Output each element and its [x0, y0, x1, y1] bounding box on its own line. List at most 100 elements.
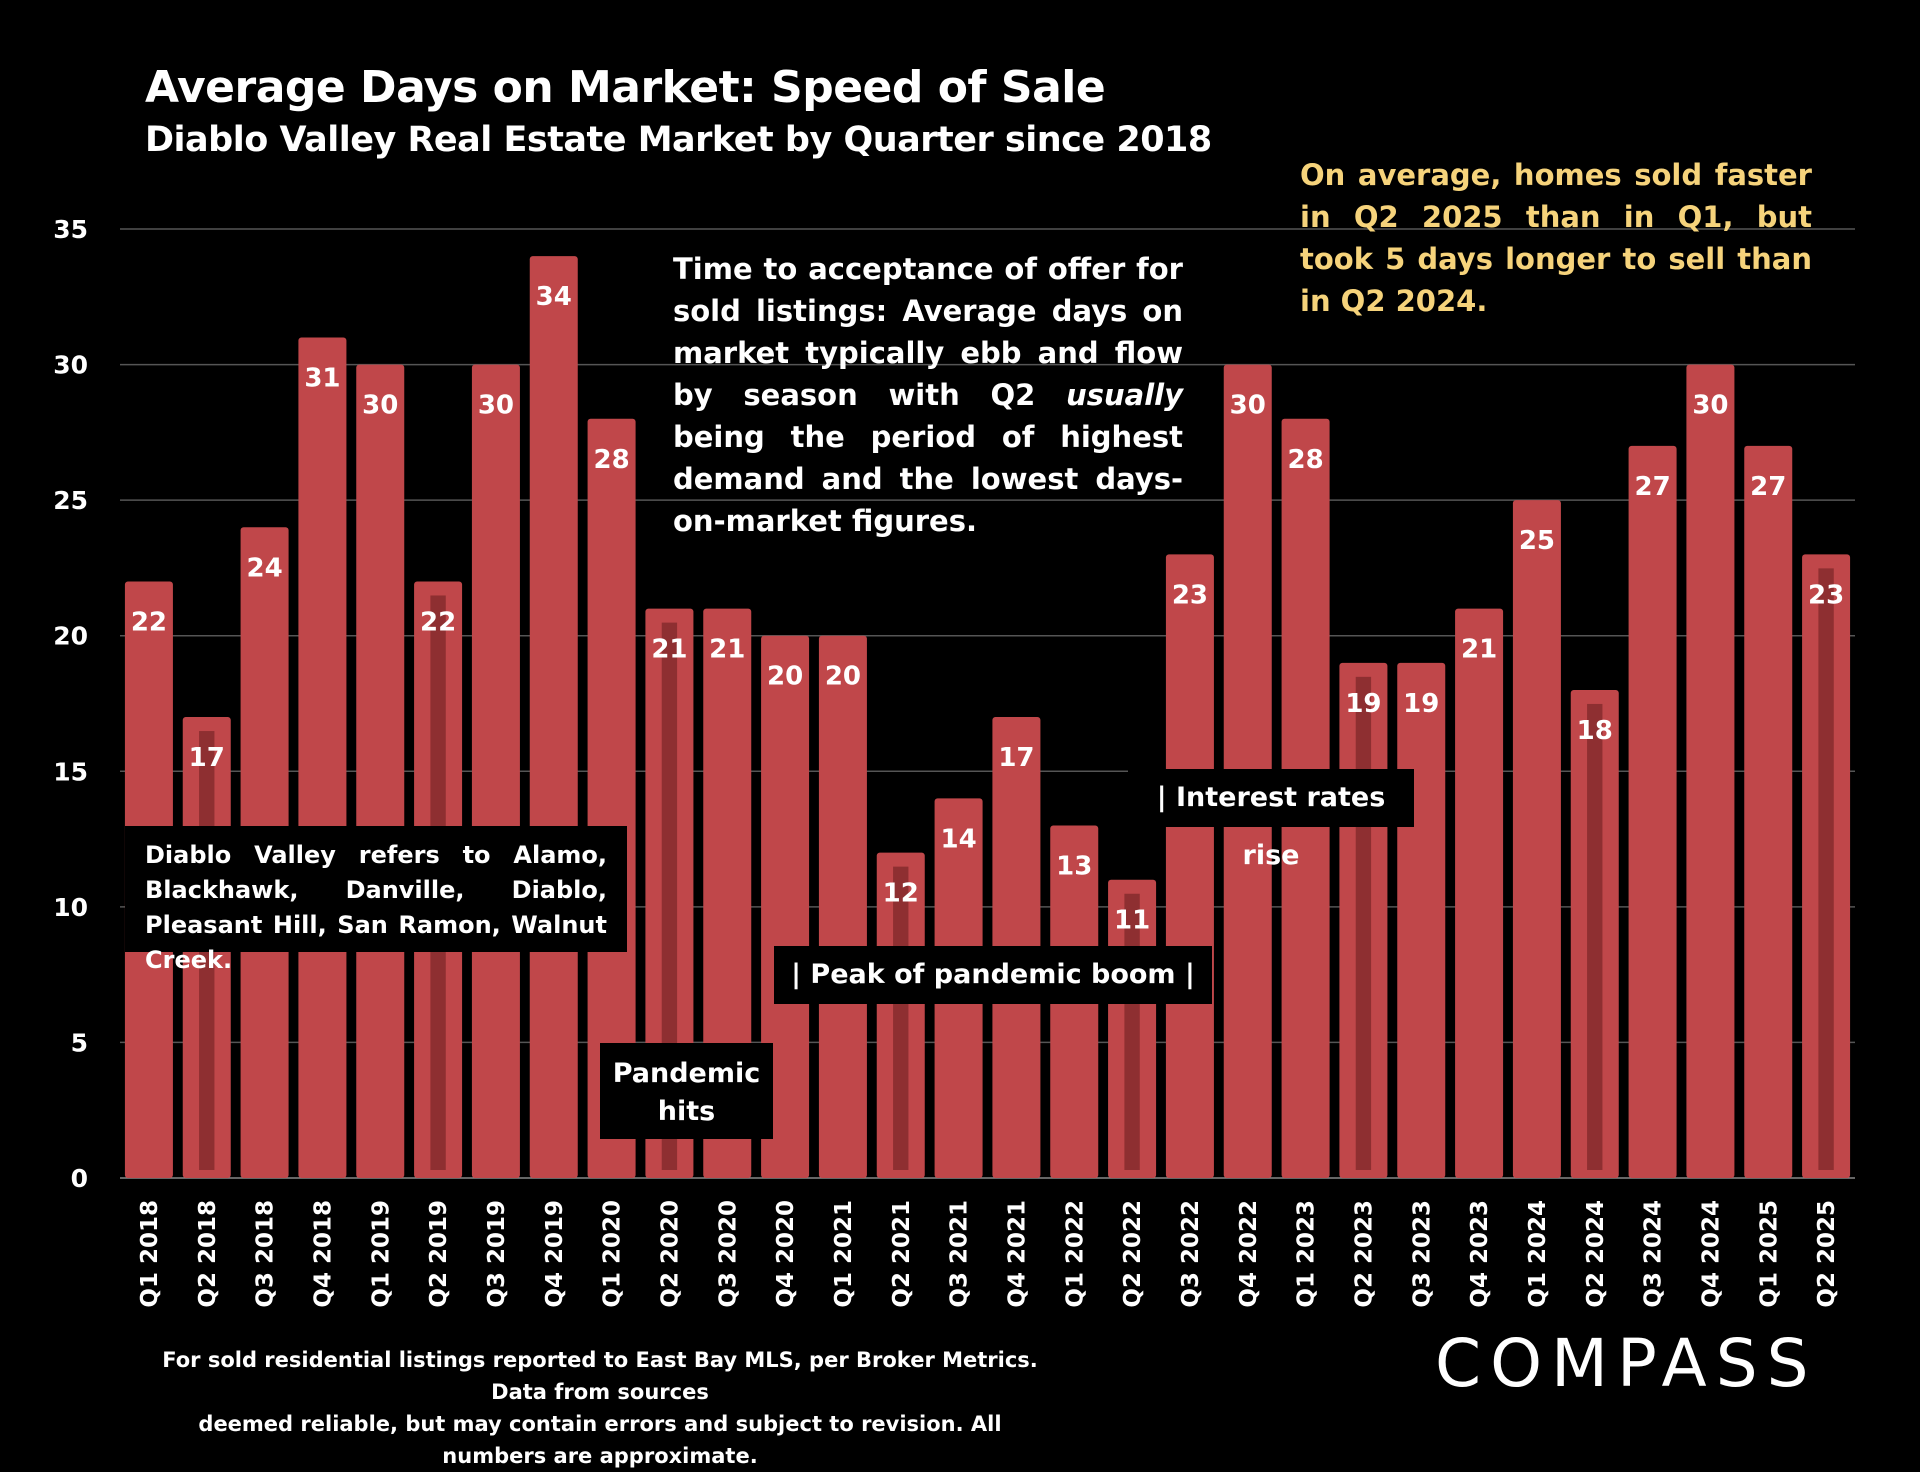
data-label: 19 — [1403, 689, 1439, 719]
data-label: 14 — [940, 824, 976, 854]
data-label: 24 — [246, 553, 282, 583]
x-tick-label: Q1 2018 — [137, 1200, 163, 1308]
x-tick-label: Q2 2024 — [1583, 1200, 1609, 1308]
highlight-callout: On average, homes sold faster in Q2 2025… — [1300, 158, 1812, 318]
bar — [1397, 662, 1446, 1178]
x-axis-ticks: Q1 2018 Q2 2018 Q3 2018 Q4 2018 Q1 2019 Q2 20… — [137, 1200, 1840, 1308]
x-tick-label: Q3 2020 — [715, 1200, 741, 1308]
data-label: 11 — [1114, 906, 1150, 936]
data-label: 31 — [304, 363, 340, 393]
data-label: 22 — [131, 607, 167, 637]
x-tick-label: Q4 2022 — [1236, 1200, 1262, 1308]
note-text-end: being the period of highest demand and t… — [673, 420, 1183, 538]
y-tick-label: 30 — [53, 351, 88, 380]
y-tick-label: 10 — [53, 893, 88, 922]
compass-logo: COMPASS — [1435, 1325, 1818, 1402]
y-tick-label: 25 — [53, 486, 88, 515]
interest-rates-callout: | Interest rates rise — [1128, 769, 1414, 871]
y-axis-ticks: 0 5 10 15 20 25 30 35 — [53, 215, 88, 1193]
bar — [1455, 608, 1504, 1178]
x-tick-label: Q1 2023 — [1294, 1200, 1320, 1308]
data-label: 25 — [1519, 526, 1555, 556]
data-label: 30 — [1692, 391, 1728, 421]
x-tick-label: Q1 2021 — [831, 1200, 857, 1308]
bar-chart: 22 17 24 31 30 22 30 34 28 21 21 20 20 12 14 17 13 11 23 30… — [53, 215, 1855, 1308]
bar — [471, 364, 520, 1179]
data-labels: 22 17 24 31 30 22 30 34 28 21 21 20 20 12 14 17 13 11 23 30… — [131, 282, 1844, 936]
bar — [703, 608, 752, 1178]
bar — [818, 635, 867, 1178]
q2-highlight-stripe — [893, 866, 909, 1170]
x-tick-label: Q1 2020 — [600, 1200, 626, 1308]
q2-highlight-stripe — [1355, 676, 1372, 1170]
x-tick-label: Q2 2021 — [889, 1200, 915, 1308]
bar — [1744, 445, 1793, 1178]
bar — [1628, 445, 1677, 1178]
data-label: 12 — [883, 879, 919, 909]
data-label: 17 — [189, 743, 225, 773]
y-tick-label: 20 — [53, 622, 88, 651]
x-tick-label: Q2 2025 — [1814, 1200, 1840, 1308]
data-label: 21 — [651, 635, 687, 665]
data-label: 19 — [1345, 689, 1381, 719]
x-tick-label: Q4 2019 — [542, 1200, 568, 1308]
footnote-line1: For sold residential listings reported t… — [162, 1348, 1038, 1404]
x-tick-label: Q3 2024 — [1641, 1200, 1667, 1308]
x-tick-label: Q1 2019 — [368, 1200, 394, 1308]
pandemic-hits-line1: Pandemic — [612, 1058, 761, 1089]
data-label: 18 — [1577, 716, 1613, 746]
footnote-line2: deemed reliable, but may contain errors … — [198, 1412, 1002, 1468]
note-text-emphasis: usually — [1066, 378, 1183, 412]
note-text-start: Time to acceptance of offer for sold lis… — [673, 252, 1183, 412]
chart-subtitle: Diablo Valley Real Estate Market by Quar… — [145, 120, 1212, 160]
x-tick-label: Q2 2023 — [1351, 1200, 1377, 1308]
y-tick-label: 5 — [71, 1028, 88, 1057]
bar — [761, 635, 810, 1178]
gridlines — [120, 228, 1855, 1179]
x-tick-label: Q3 2022 — [1178, 1200, 1204, 1308]
data-label: 30 — [478, 391, 514, 421]
x-tick-label: Q1 2024 — [1525, 1200, 1551, 1308]
peak-pandemic-callout: | Peak of pandemic boom | — [774, 946, 1212, 1004]
bar — [356, 364, 405, 1179]
source-footnote: For sold residential listings reported t… — [150, 1344, 1050, 1472]
q2-highlight-stripe — [1587, 703, 1603, 1170]
pandemic-hits-callout: Pandemic hits — [600, 1043, 773, 1139]
data-label: 17 — [998, 743, 1034, 773]
pandemic-hits-line2: hits — [657, 1096, 716, 1127]
x-tick-label: Q3 2021 — [947, 1200, 973, 1308]
x-tick-label: Q2 2020 — [657, 1200, 683, 1308]
x-tick-label: Q1 2022 — [1062, 1200, 1088, 1308]
y-tick-label: 35 — [53, 215, 88, 244]
data-label: 23 — [1808, 580, 1844, 610]
data-label: 27 — [1750, 472, 1786, 502]
x-tick-label: Q2 2019 — [426, 1200, 452, 1308]
bar — [1686, 364, 1735, 1179]
data-label: 21 — [1461, 635, 1497, 665]
x-tick-label: Q2 2018 — [195, 1200, 221, 1308]
data-label: 20 — [825, 662, 861, 692]
diablo-valley-definition: Diablo Valley refers to Alamo, Blackhawk… — [125, 826, 627, 974]
demand-note: Time to acceptance of offer for sold lis… — [673, 248, 1183, 542]
bar — [1512, 500, 1561, 1179]
q2-highlight-stripe — [661, 622, 678, 1170]
data-label: 23 — [1172, 580, 1208, 610]
data-label: 30 — [362, 391, 398, 421]
data-label: 28 — [1287, 445, 1323, 475]
bar — [1165, 554, 1214, 1178]
bar — [298, 337, 347, 1178]
x-tick-label: Q2 2022 — [1120, 1200, 1146, 1308]
y-tick-label: 0 — [71, 1164, 88, 1193]
data-label: 13 — [1056, 852, 1092, 882]
bar — [529, 256, 578, 1179]
bar — [587, 418, 636, 1178]
x-tick-label: Q1 2025 — [1756, 1200, 1782, 1308]
data-label: 34 — [536, 282, 572, 312]
y-tick-label: 15 — [53, 757, 88, 786]
chart-title: Average Days on Market: Speed of Sale — [145, 62, 1106, 113]
q2-highlight-stripe — [1818, 568, 1834, 1170]
x-tick-label: Q4 2020 — [773, 1200, 799, 1308]
data-label: 21 — [709, 635, 745, 665]
x-tick-label: Q4 2024 — [1698, 1200, 1724, 1308]
data-label: 30 — [1230, 391, 1266, 421]
